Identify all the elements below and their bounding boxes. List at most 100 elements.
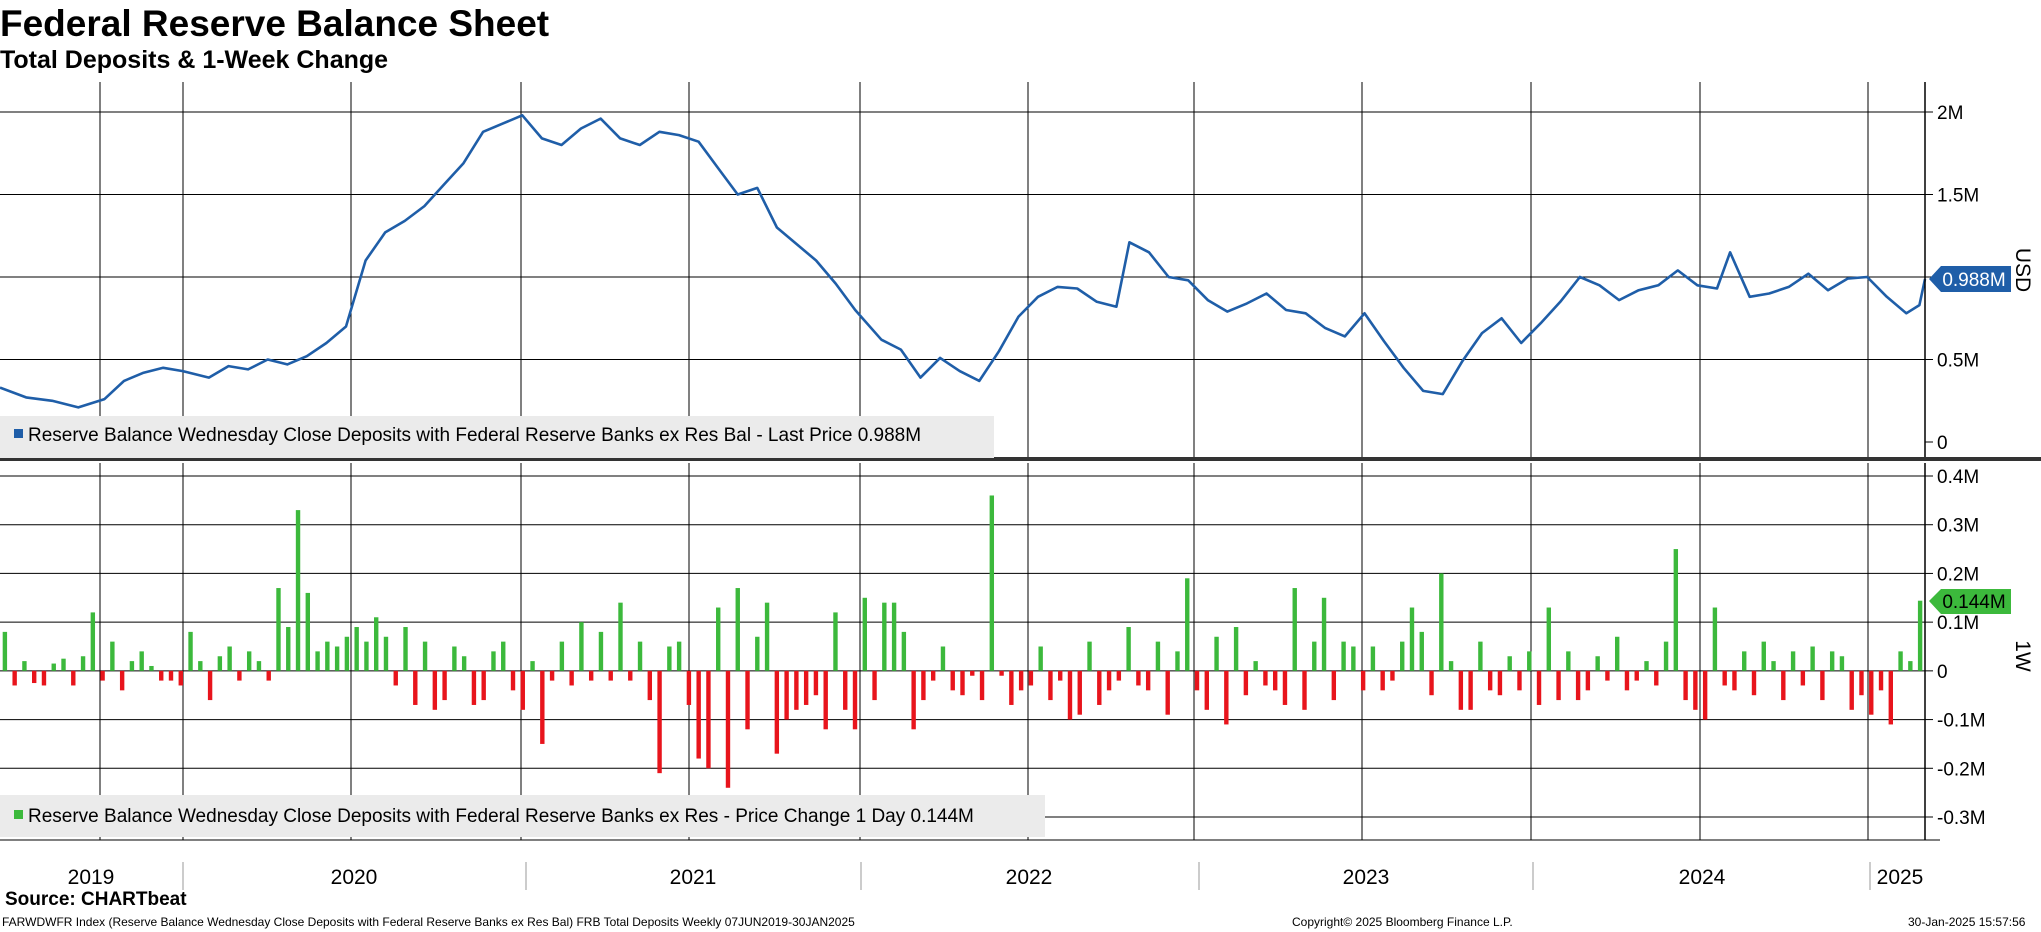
bottom-legend-text: Reserve Balance Wednesday Close Deposits…	[28, 806, 974, 827]
weekly-change-bar	[745, 670, 750, 730]
weekly-change-bar	[1312, 641, 1317, 671]
bottom-y-tick-label: 0.1M	[1937, 613, 1979, 634]
weekly-change-bar	[1370, 646, 1376, 671]
weekly-change-bar	[1116, 670, 1122, 681]
weekly-change-bar	[256, 661, 262, 671]
bottom-y-tick-label: -0.1M	[1937, 711, 1986, 732]
weekly-change-bar	[647, 670, 653, 701]
weekly-change-bar	[862, 597, 867, 671]
weekly-change-bar	[1292, 588, 1297, 671]
weekly-change-bar	[706, 670, 711, 769]
weekly-change-bar	[1145, 670, 1151, 691]
weekly-change-bar	[1702, 670, 1708, 720]
weekly-change-bar	[803, 670, 809, 705]
source-note: Source: CHARTbeat	[5, 889, 187, 910]
weekly-change-bar	[100, 670, 105, 681]
bottom-y-tick-label: -0.3M	[1937, 808, 1986, 829]
weekly-change-bar	[119, 670, 125, 691]
weekly-change-bar	[1409, 607, 1415, 671]
weekly-change-bar	[979, 670, 985, 701]
x-tick-label: 2021	[670, 866, 717, 889]
weekly-change-bar	[1126, 627, 1131, 671]
weekly-change-bar	[1419, 631, 1424, 671]
weekly-change-bar	[1067, 670, 1073, 720]
top-panel-grid	[0, 82, 1925, 457]
weekly-change-bar	[891, 602, 897, 671]
weekly-change-bar	[1693, 670, 1698, 710]
weekly-change-bar	[598, 631, 604, 671]
weekly-change-bar	[1390, 670, 1395, 681]
weekly-change-bar	[559, 641, 565, 671]
bottom-last-value-tag: 0.144M	[1929, 589, 2011, 614]
weekly-change-bar	[1898, 651, 1903, 671]
bottom-legend-swatch	[14, 810, 23, 819]
weekly-change-bar	[422, 641, 428, 671]
weekly-change-bar	[1233, 627, 1239, 671]
weekly-change-bar	[207, 670, 213, 701]
weekly-change-bar	[657, 670, 662, 774]
weekly-change-bar	[1048, 670, 1053, 701]
weekly-change-bar	[413, 670, 418, 705]
weekly-change-bar	[823, 670, 828, 730]
weekly-change-bar	[637, 641, 643, 671]
weekly-change-bar	[1400, 641, 1405, 671]
weekly-change-bar	[344, 636, 350, 671]
weekly-change-bar	[1800, 670, 1806, 686]
weekly-change-bar	[921, 670, 926, 701]
weekly-change-bar	[540, 670, 545, 744]
weekly-change-bar	[80, 656, 86, 671]
weekly-change-bar	[755, 636, 760, 671]
weekly-change-bar	[1448, 661, 1454, 671]
weekly-change-bar	[716, 607, 721, 671]
weekly-change-bar	[1722, 670, 1727, 686]
weekly-change-bar	[159, 670, 164, 681]
top-legend-text: Reserve Balance Wednesday Close Deposits…	[28, 425, 921, 446]
weekly-change-bar	[970, 670, 975, 676]
x-tick-label: 2024	[1679, 866, 1726, 889]
weekly-change-bar	[1869, 670, 1874, 715]
weekly-change-bar	[276, 588, 281, 671]
weekly-change-bar	[1712, 607, 1718, 671]
weekly-change-bar	[1585, 670, 1591, 691]
weekly-change-bar	[334, 646, 340, 671]
weekly-change-bar	[481, 670, 486, 701]
bottom-panel-grid	[0, 463, 1925, 840]
weekly-change-bar	[1214, 636, 1219, 671]
weekly-change-bar	[735, 588, 740, 671]
weekly-change-bar	[1458, 670, 1464, 710]
weekly-change-bar	[71, 670, 76, 686]
weekly-change-bar	[1614, 636, 1620, 671]
weekly-change-bar	[1663, 641, 1669, 671]
weekly-change-bar	[999, 670, 1004, 676]
weekly-change-bar	[1272, 670, 1278, 691]
weekly-change-bar	[1673, 549, 1679, 671]
weekly-change-bar	[784, 670, 789, 720]
weekly-change-bar	[1839, 656, 1845, 671]
weekly-change-bar	[1351, 646, 1356, 671]
weekly-change-bar	[452, 646, 457, 671]
weekly-change-bar	[930, 670, 936, 681]
weekly-change-bar	[1106, 670, 1112, 691]
weekly-change-bar	[1038, 646, 1043, 671]
weekly-change-bar	[393, 670, 398, 686]
bottom-y-tick-label: 0.2M	[1937, 564, 1979, 585]
weekly-change-bar	[588, 670, 594, 681]
weekly-change-bar	[1917, 600, 1923, 671]
weekly-change-bar	[1810, 646, 1815, 671]
weekly-change-bar	[676, 641, 682, 671]
weekly-change-bar	[1224, 670, 1229, 725]
weekly-change-bar	[1761, 641, 1766, 671]
weekly-change-bar	[1624, 670, 1630, 691]
weekly-change-bar	[61, 658, 66, 671]
weekly-change-bar	[1878, 670, 1884, 691]
weekly-change-bar	[1380, 670, 1385, 691]
weekly-change-bar	[686, 670, 692, 705]
weekly-change-bar	[1429, 670, 1434, 696]
weekly-change-bar	[383, 636, 389, 671]
weekly-change-bar	[471, 670, 477, 705]
weekly-change-bar	[1077, 670, 1082, 715]
weekly-change-bar	[764, 602, 770, 671]
weekly-change-bar	[1165, 670, 1170, 715]
weekly-change-bar	[1009, 670, 1014, 705]
